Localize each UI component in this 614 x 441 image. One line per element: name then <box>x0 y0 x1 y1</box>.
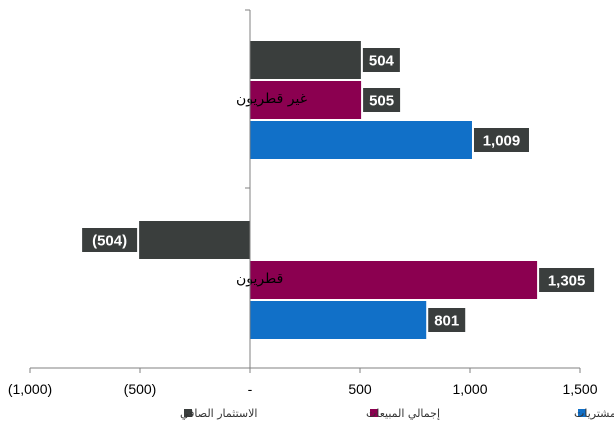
legend: الاستثمار الصافي إجمالي المبيعات إجمالي ال… <box>180 407 614 420</box>
data-label: 505 <box>369 93 394 110</box>
data-label-box <box>82 228 138 252</box>
legend-swatch <box>370 409 378 417</box>
x-tick-label: - <box>248 381 253 397</box>
legend-label: الاستثمار الصافي <box>180 407 257 420</box>
legend-label: إجمالي المبيعات <box>366 407 440 420</box>
bar-2-2 <box>250 261 538 299</box>
data-label: 1,009 <box>483 133 521 150</box>
legend-swatch <box>578 409 586 417</box>
bar-1-2 <box>250 81 362 119</box>
data-label-box <box>363 88 401 112</box>
x-tick-label: 500 <box>348 381 372 397</box>
x-tick-label: (500) <box>124 381 157 397</box>
data-label: 1,305 <box>548 273 586 290</box>
x-tick-label: 1,500 <box>562 381 597 397</box>
legend-swatch <box>184 409 192 417</box>
data-label: 801 <box>434 313 459 330</box>
axes-group: غير قطريون قطريون (1,000) (500) - 500 1,000 1,5… <box>8 9 598 397</box>
data-label-box <box>539 268 595 292</box>
bar-2-1 <box>139 221 250 259</box>
data-label-box <box>362 48 400 72</box>
bars-group <box>139 41 538 339</box>
legend-label: إجمالي المشتريات <box>574 407 614 420</box>
bar-1-3 <box>250 121 472 159</box>
data-labels-group: 504 505 1,009 (504) 1,305 801 <box>82 48 595 332</box>
bar-2-3 <box>250 301 427 339</box>
bar-1-1 <box>250 41 361 79</box>
data-label: 504 <box>369 53 395 70</box>
category-label: قطريون <box>236 271 283 287</box>
category-label: غير قطريون <box>236 91 307 107</box>
x-tick-label: 1,000 <box>452 381 487 397</box>
data-label: (504) <box>92 233 127 250</box>
data-label-box <box>473 128 529 152</box>
x-tick-label: (1,000) <box>8 381 52 397</box>
data-label-box <box>428 308 466 332</box>
